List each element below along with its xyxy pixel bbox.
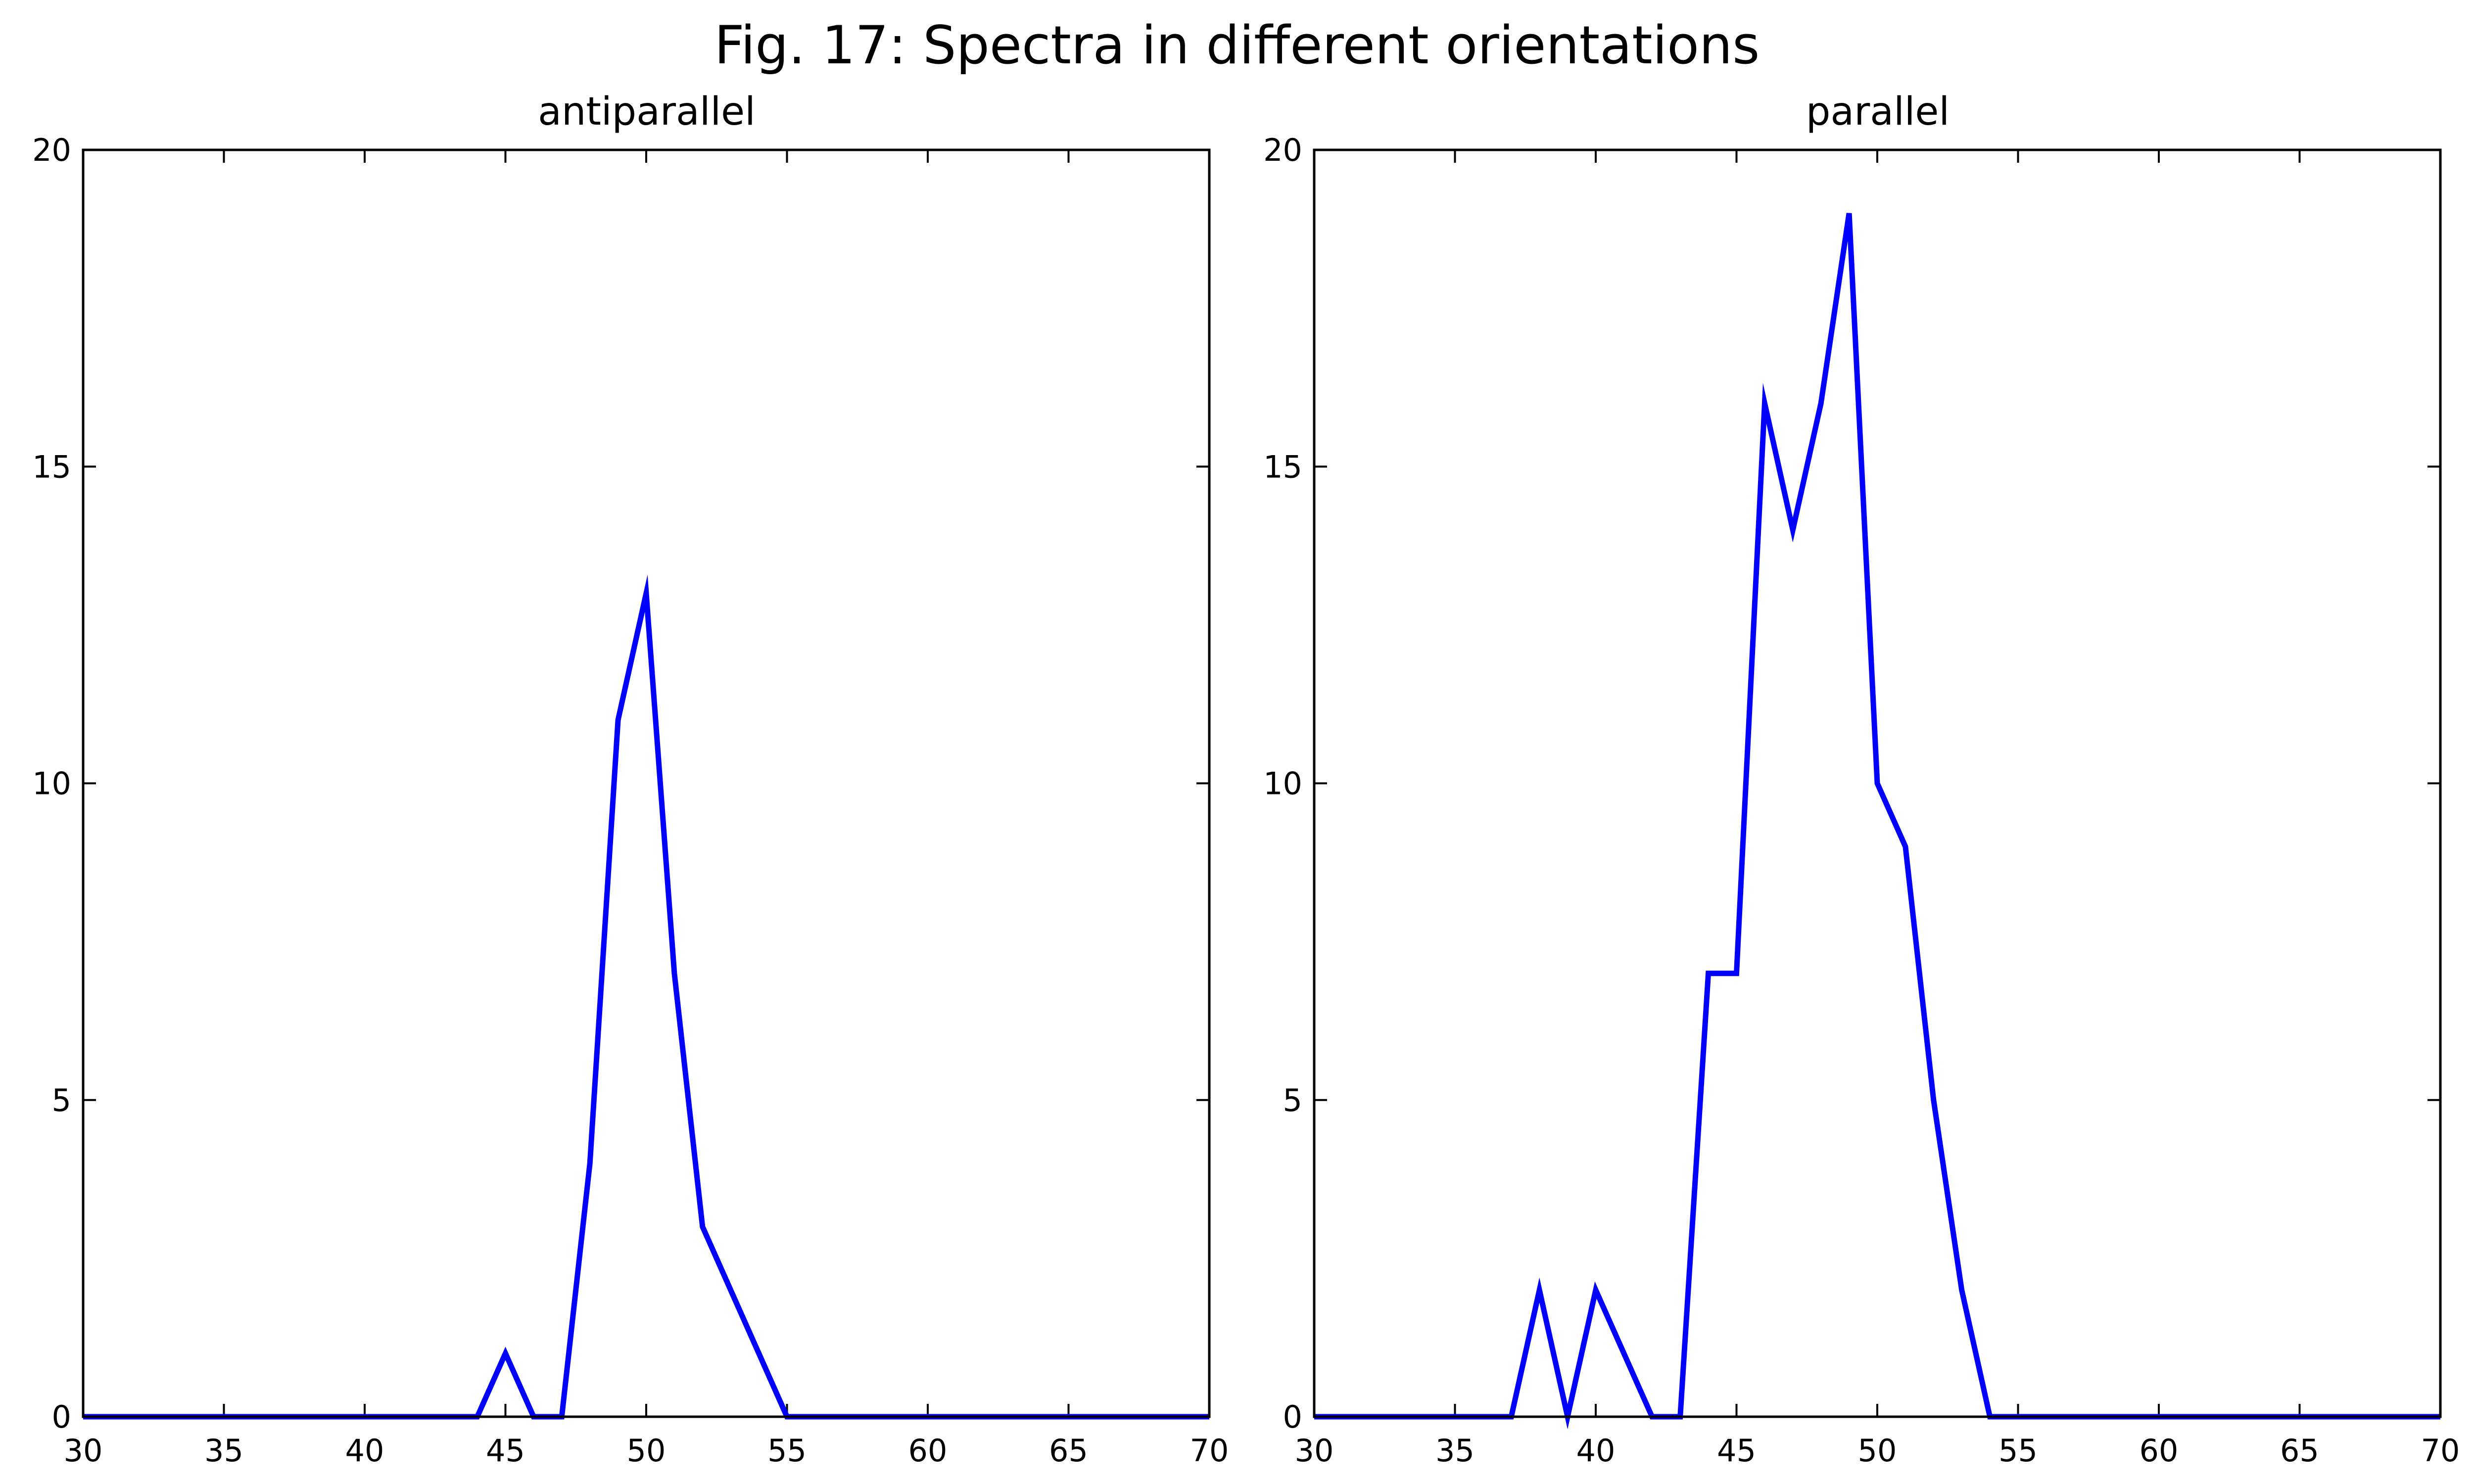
data-point — [1874, 781, 1880, 787]
data-point — [643, 590, 649, 596]
data-point — [1621, 1350, 1627, 1356]
data-point — [756, 1350, 762, 1356]
data-point — [1790, 527, 1796, 533]
data-point — [728, 1287, 734, 1293]
data-point — [1706, 971, 1712, 976]
data-point — [1593, 1287, 1599, 1293]
panel-antiparallel: antiparallel 30 35 40 45 50 55 60 65 70 0 5 10 15 20 — [32, 90, 1229, 1469]
y-tick-label: 20 — [1263, 132, 1302, 168]
figure-title: Fig. 17: Spectra in different orientatio… — [714, 15, 1760, 76]
data-point — [671, 971, 677, 976]
x-tick-label: 55 — [767, 1433, 807, 1469]
x-tick-label: 40 — [345, 1433, 384, 1469]
y-tick-label: 5 — [52, 1082, 71, 1118]
y-tick-label: 20 — [32, 132, 71, 168]
y-tick-label: 10 — [1263, 766, 1302, 802]
x-tick-label: 35 — [1435, 1433, 1475, 1469]
data-point — [1959, 1287, 1965, 1293]
panel-title-antiparallel: antiparallel — [538, 90, 756, 134]
x-tick-label: 40 — [1576, 1433, 1616, 1469]
y-tick-label: 0 — [52, 1399, 71, 1435]
y-tick-label: 10 — [32, 766, 71, 802]
data-point — [1761, 400, 1767, 406]
panel-parallel: parallel 30 35 40 45 50 55 60 65 70 0 5 10 15 20 — [1263, 90, 2460, 1469]
data-point — [1846, 210, 1852, 216]
series-line-parallel — [1314, 213, 2440, 1430]
data-point — [587, 1160, 593, 1166]
data-point — [1734, 971, 1740, 976]
x-tick-label: 55 — [1998, 1433, 2038, 1469]
x-tick-label: 65 — [2280, 1433, 2319, 1469]
x-tick-label: 70 — [2421, 1433, 2460, 1469]
data-point — [700, 1224, 706, 1230]
x-tick-label: 50 — [1858, 1433, 1897, 1469]
data-point — [1536, 1287, 1542, 1293]
data-point — [503, 1350, 509, 1356]
x-tick-label: 70 — [1190, 1433, 1229, 1469]
data-point — [1931, 1097, 1937, 1103]
data-point — [1818, 400, 1824, 406]
axes-frame — [82, 148, 1211, 1418]
x-tick-label: 45 — [1717, 1433, 1756, 1469]
y-tick-label: 5 — [1283, 1082, 1302, 1118]
x-tick-label: 45 — [486, 1433, 525, 1469]
x-tick-label: 30 — [64, 1433, 103, 1469]
series-line-antiparallel — [83, 574, 1209, 1420]
x-tick-label: 60 — [2140, 1433, 2179, 1469]
x-tick-label: 50 — [627, 1433, 666, 1469]
x-tick-label: 30 — [1295, 1433, 1334, 1469]
panel-title-parallel: parallel — [1806, 90, 1950, 134]
data-point — [1903, 844, 1908, 850]
y-tick-label: 15 — [32, 449, 71, 485]
x-tick-label: 60 — [908, 1433, 948, 1469]
x-tick-label: 35 — [204, 1433, 243, 1469]
data-point — [615, 717, 621, 723]
y-tick-label: 0 — [1283, 1399, 1302, 1435]
axes-frame — [1313, 148, 2442, 1418]
x-tick-label: 65 — [1049, 1433, 1088, 1469]
y-tick-label: 15 — [1263, 449, 1302, 485]
